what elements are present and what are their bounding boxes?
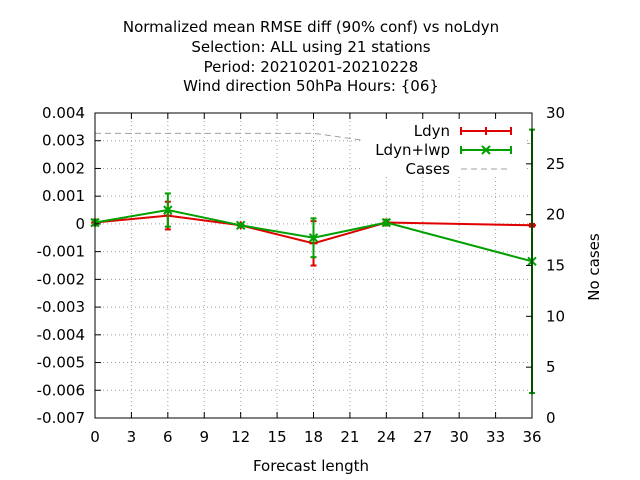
y-tick-label: 0.004: [42, 104, 85, 122]
legend-label: Ldyn+lwp: [375, 141, 450, 159]
x-tick-label: 24: [377, 428, 396, 446]
y-tick-label: -0.007: [37, 409, 85, 427]
y2-tick-label: 15: [546, 257, 565, 275]
y-tick-label: 0.002: [42, 159, 85, 177]
x-tick-label: 36: [522, 428, 541, 446]
x-tick-label: 30: [450, 428, 469, 446]
x-tick-label: 15: [268, 428, 287, 446]
y-tick-label: -0.001: [37, 243, 85, 261]
legend-box: [362, 115, 527, 177]
title-line-3: Period: 20210201-20210228: [204, 58, 419, 76]
legend-marker: [481, 145, 491, 155]
tick-labels: 0 3 6 9 12 15 18 21 24 27 30 33 360.0040.0030.0020.0…: [37, 104, 565, 446]
x-tick-label: 12: [231, 428, 250, 446]
y-tick-label: -0.003: [37, 298, 85, 316]
y-tick-label: -0.004: [37, 326, 85, 344]
x-tick-label: 3: [127, 428, 137, 446]
title-line-4: Wind direction 50hPa Hours: {06}: [183, 77, 439, 95]
Ldyn-line: [94, 214, 533, 245]
y2-tick-label: 20: [546, 206, 565, 224]
title-line-2: Selection: ALL using 21 stations: [191, 38, 430, 56]
y-tick-label: 0: [75, 215, 85, 233]
y-tick-label: 0.003: [42, 132, 85, 150]
Ldyn+lwp-line: [94, 209, 533, 263]
x-tick-label: 18: [304, 428, 323, 446]
y2-tick-label: 25: [546, 155, 565, 173]
cases-layer: [95, 132, 532, 144]
cases-line: [95, 132, 532, 144]
x-tick-label: 21: [340, 428, 359, 446]
y-tick-label: -0.006: [37, 381, 85, 399]
data-point: [163, 205, 173, 215]
x-tick-label: 0: [90, 428, 100, 446]
axes: [94, 112, 533, 419]
data-point: [308, 233, 319, 243]
x-tick-label: 27: [413, 428, 432, 446]
y2-tick-label: 10: [546, 307, 565, 325]
y2-tick-label: 0: [546, 409, 556, 427]
legend-label: Cases: [405, 160, 450, 178]
data-point: [235, 220, 246, 231]
legend-background: [362, 115, 527, 177]
x-tick-label: 33: [486, 428, 505, 446]
y2-tick-label: 30: [546, 104, 565, 122]
y2-tick-label: 5: [546, 358, 556, 376]
y-tick-label: -0.005: [37, 354, 85, 372]
data-point: [381, 217, 392, 228]
y-tick-label: 0.001: [42, 187, 85, 205]
y-tick-label: -0.002: [37, 270, 85, 288]
x-tick-label: 9: [199, 428, 209, 446]
chart-title: Normalized mean RMSE diff (90% conf) vs …: [123, 18, 499, 95]
x-tick-label: 6: [163, 428, 173, 446]
y2-axis-label: No cases: [585, 233, 603, 301]
legend-label: Ldyn: [414, 122, 450, 140]
x-axis-label: Forecast length: [253, 457, 369, 475]
title-line-1: Normalized mean RMSE diff (90% conf) vs …: [123, 18, 499, 36]
